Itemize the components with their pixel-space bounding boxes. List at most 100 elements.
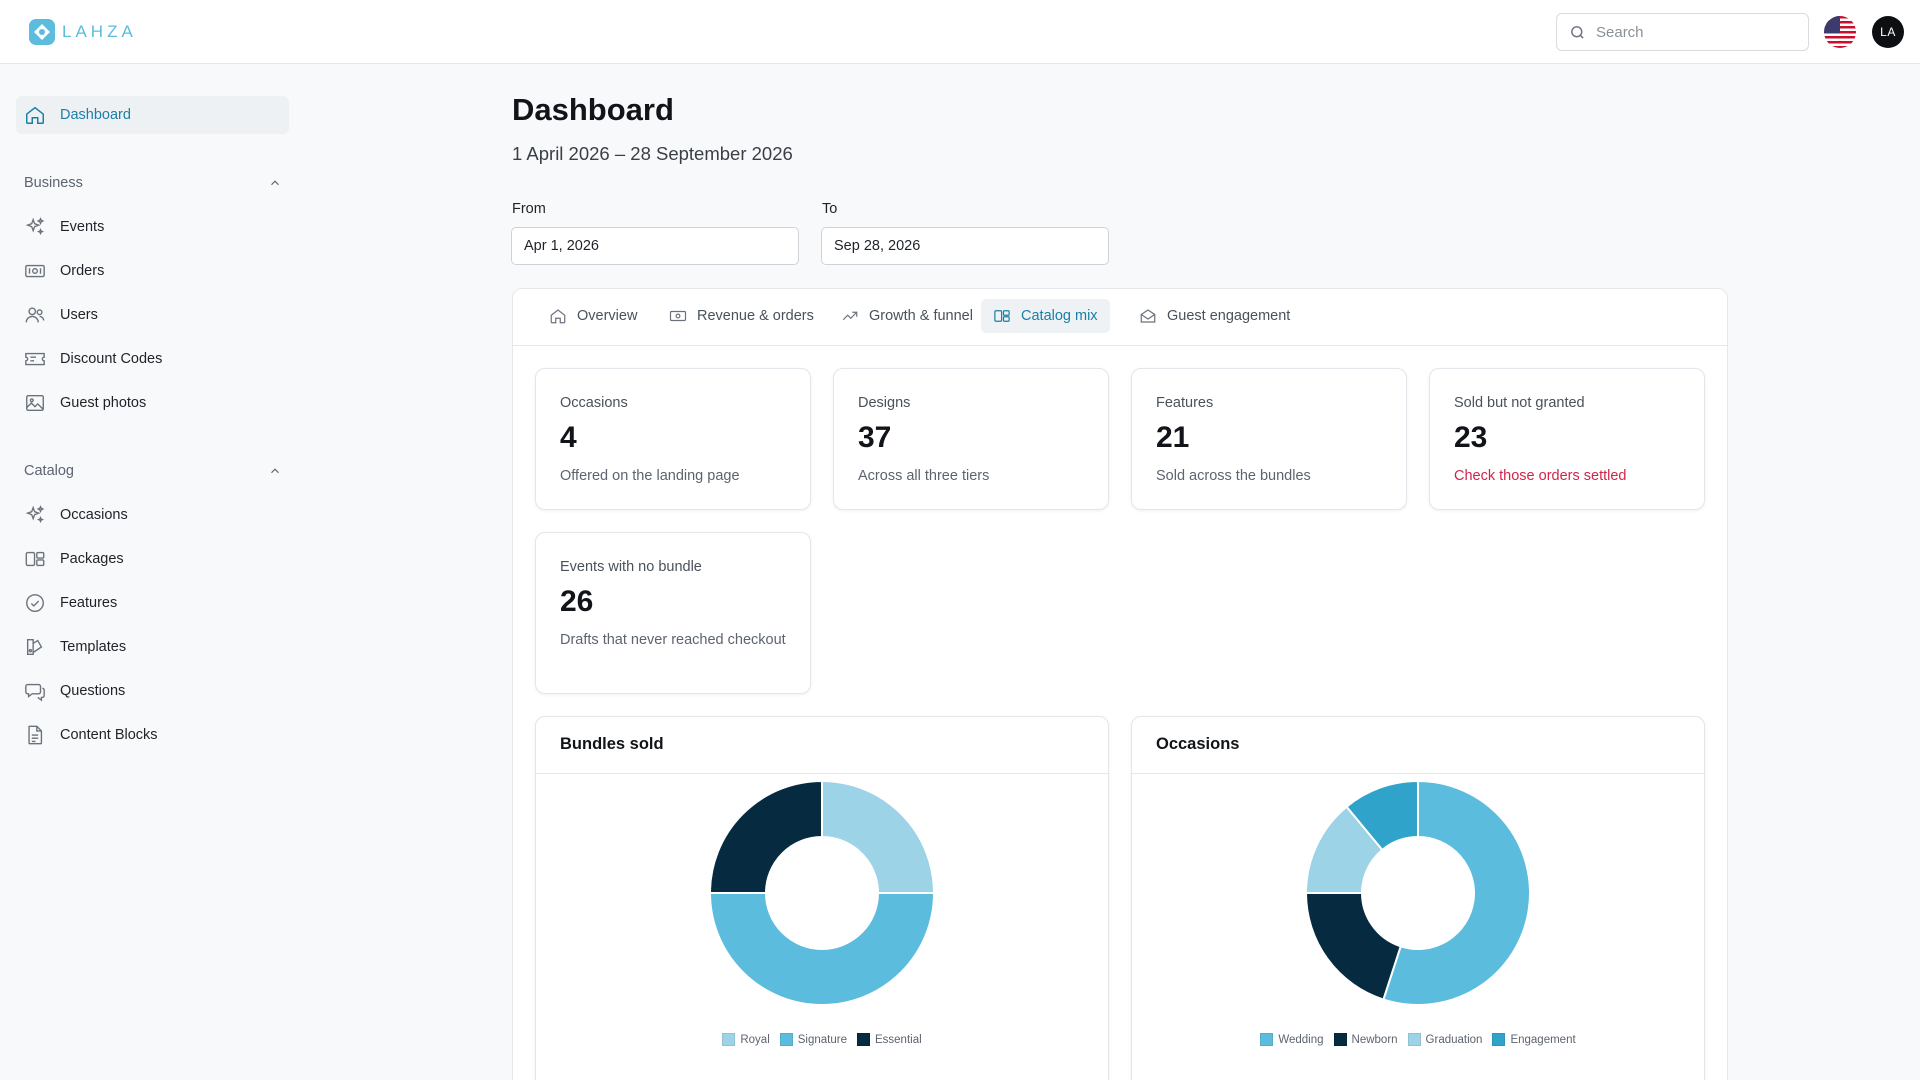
sidebar-section-business[interactable]: Business	[24, 175, 282, 191]
sparkles-icon	[25, 505, 45, 524]
sidebar-item-label: Content Blocks	[60, 727, 158, 743]
sidebar-item-guest-photos[interactable]: Guest photos	[16, 384, 289, 422]
sidebar-section-catalog[interactable]: Catalog	[24, 463, 282, 479]
divider	[536, 773, 1108, 774]
sidebar-item-events[interactable]: Events	[16, 208, 289, 246]
palette-icon	[26, 638, 43, 656]
stat-value: 4	[560, 421, 577, 454]
legend-item-graduation[interactable]: Graduation	[1407, 1033, 1483, 1046]
donut-chart	[1304, 779, 1532, 1006]
section-title: Business	[24, 175, 83, 191]
ticket-icon	[25, 352, 45, 366]
tab-revenue-orders[interactable]: Revenue & orders	[657, 299, 826, 333]
sidebar-item-features[interactable]: Features	[16, 584, 289, 622]
to-date-input[interactable]	[821, 227, 1109, 265]
stat-card-occasions: Occasions 4 Offered on the landing page	[535, 368, 811, 510]
tab-guest-engagement[interactable]: Guest engagement	[1127, 299, 1302, 333]
sidebar-item-label: Templates	[60, 639, 127, 655]
package-icon	[994, 310, 1010, 322]
stat-label: Features	[1156, 395, 1214, 411]
slice-wedding[interactable]	[1382, 779, 1532, 1006]
sidebar-item-templates[interactable]: Templates	[16, 628, 289, 666]
legend-swatch	[1260, 1033, 1274, 1046]
chart-card-occasions: Occasions Wedding Newborn Graduation Engage…	[1131, 716, 1705, 1080]
page-title: Dashboard	[512, 92, 674, 127]
legend-item-engagement[interactable]: Engagement	[1492, 1033, 1576, 1046]
chat-icon	[25, 683, 45, 702]
banknote-icon	[669, 310, 687, 322]
document-icon	[28, 725, 43, 745]
date-range-text: 1 April 2026 – 28 September 2026	[512, 143, 793, 164]
chart-title: Occasions	[1156, 735, 1240, 753]
legend-label: Wedding	[1278, 1033, 1324, 1046]
legend-label: Graduation	[1425, 1033, 1483, 1046]
sparkles-icon	[25, 217, 45, 236]
sidebar: Dashboard Business Events Orders Users D…	[0, 64, 300, 1080]
sidebar-item-label: Discount Codes	[60, 351, 163, 367]
legend-label: Newborn	[1351, 1033, 1398, 1046]
trend-up-icon	[842, 311, 858, 321]
legend-swatch	[1333, 1033, 1347, 1046]
sidebar-item-users[interactable]: Users	[16, 296, 289, 334]
logo-icon	[29, 19, 55, 45]
sidebar-item-label: Orders	[60, 263, 105, 279]
sidebar-item-packages[interactable]: Packages	[16, 540, 289, 578]
divider	[1132, 773, 1704, 774]
stat-label: Sold but not granted	[1454, 395, 1585, 411]
chevron-up-icon	[271, 468, 279, 474]
search-input[interactable]	[1596, 23, 1786, 41]
sidebar-item-label: Users	[60, 307, 98, 323]
slice-newborn[interactable]	[1304, 892, 1402, 1001]
stat-warning-note: Check those orders settled	[1454, 468, 1627, 484]
sidebar-item-occasions[interactable]: Occasions	[16, 496, 289, 534]
brand-logo[interactable]: LAHZA	[28, 18, 137, 46]
sidebar-item-orders[interactable]: Orders	[16, 252, 289, 290]
stat-card-features: Features 21 Sold across the bundles	[1131, 368, 1407, 510]
slice-royal[interactable]	[821, 779, 936, 894]
tab-overview[interactable]: Overview	[537, 299, 649, 333]
chart-legend: Wedding Newborn Graduation Engagement	[1132, 1033, 1704, 1046]
banknote-icon	[25, 264, 45, 278]
stat-note: Offered on the landing page	[560, 468, 740, 484]
stat-note: Across all three tiers	[858, 468, 990, 484]
sidebar-item-questions[interactable]: Questions	[16, 672, 289, 710]
sidebar-item-label: Packages	[60, 551, 124, 567]
legend-swatch	[856, 1033, 870, 1046]
sidebar-item-dashboard[interactable]: Dashboard	[16, 96, 289, 134]
tab-catalog-mix[interactable]: Catalog mix	[981, 299, 1110, 333]
legend-item-signature[interactable]: Signature	[779, 1033, 847, 1046]
legend-item-royal[interactable]: Royal	[722, 1033, 770, 1046]
tab-label: Overview	[577, 308, 638, 324]
slice-engagement[interactable]	[1345, 779, 1419, 852]
sidebar-item-label: Dashboard	[60, 107, 131, 123]
legend-swatch	[1492, 1033, 1506, 1046]
image-icon	[26, 394, 44, 412]
avatar[interactable]: LA	[1872, 16, 1904, 48]
search-box[interactable]	[1556, 13, 1809, 51]
chart-legend: Royal Signature Essential	[536, 1033, 1108, 1046]
from-date-input[interactable]	[511, 227, 799, 265]
slice-signature[interactable]	[708, 892, 936, 1006]
sidebar-item-label: Events	[60, 219, 105, 235]
legend-item-newborn[interactable]: Newborn	[1333, 1033, 1398, 1046]
tab-growth-funnel[interactable]: Growth & funnel	[829, 299, 985, 333]
language-flag-icon[interactable]	[1824, 16, 1856, 48]
chart-title: Bundles sold	[560, 735, 664, 753]
home-icon	[550, 309, 566, 324]
home-icon	[26, 106, 44, 124]
sidebar-item-label: Features	[60, 595, 118, 611]
mail-open-icon	[1140, 309, 1156, 323]
sidebar-item-label: Occasions	[60, 507, 128, 523]
legend-item-wedding[interactable]: Wedding	[1260, 1033, 1324, 1046]
legend-item-essential[interactable]: Essential	[856, 1033, 922, 1046]
check-circle-icon	[26, 594, 44, 612]
sidebar-item-discount-codes[interactable]: Discount Codes	[16, 340, 289, 378]
legend-swatch	[1407, 1033, 1421, 1046]
stat-label: Designs	[858, 395, 911, 411]
users-icon	[25, 307, 45, 323]
slice-essential[interactable]	[708, 779, 823, 894]
sidebar-item-content-blocks[interactable]: Content Blocks	[16, 716, 289, 754]
legend-label: Engagement	[1510, 1033, 1576, 1046]
section-title: Catalog	[24, 463, 74, 479]
sidebar-item-label: Questions	[60, 683, 126, 699]
